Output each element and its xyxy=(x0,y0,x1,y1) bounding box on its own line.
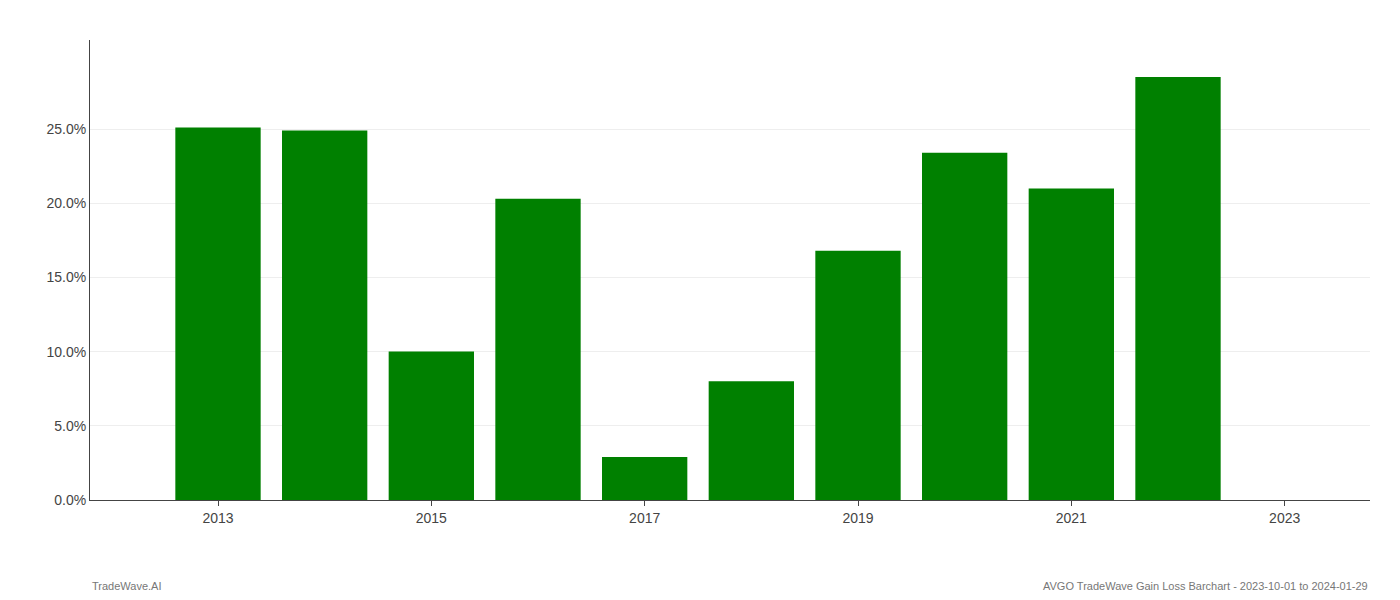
svg-text:20.0%: 20.0% xyxy=(46,195,86,211)
svg-text:5.0%: 5.0% xyxy=(54,418,86,434)
svg-text:2021: 2021 xyxy=(1056,510,1087,526)
svg-text:2019: 2019 xyxy=(842,510,873,526)
svg-text:25.0%: 25.0% xyxy=(46,121,86,137)
svg-text:15.0%: 15.0% xyxy=(46,269,86,285)
svg-text:TradeWave.AI: TradeWave.AI xyxy=(92,580,162,592)
svg-text:2023: 2023 xyxy=(1269,510,1300,526)
svg-text:10.0%: 10.0% xyxy=(46,344,86,360)
svg-text:AVGO TradeWave Gain Loss Barch: AVGO TradeWave Gain Loss Barchart - 2023… xyxy=(1043,580,1368,592)
svg-text:2015: 2015 xyxy=(416,510,447,526)
svg-text:2013: 2013 xyxy=(202,510,233,526)
svg-text:0.0%: 0.0% xyxy=(54,492,86,508)
svg-text:2017: 2017 xyxy=(629,510,660,526)
